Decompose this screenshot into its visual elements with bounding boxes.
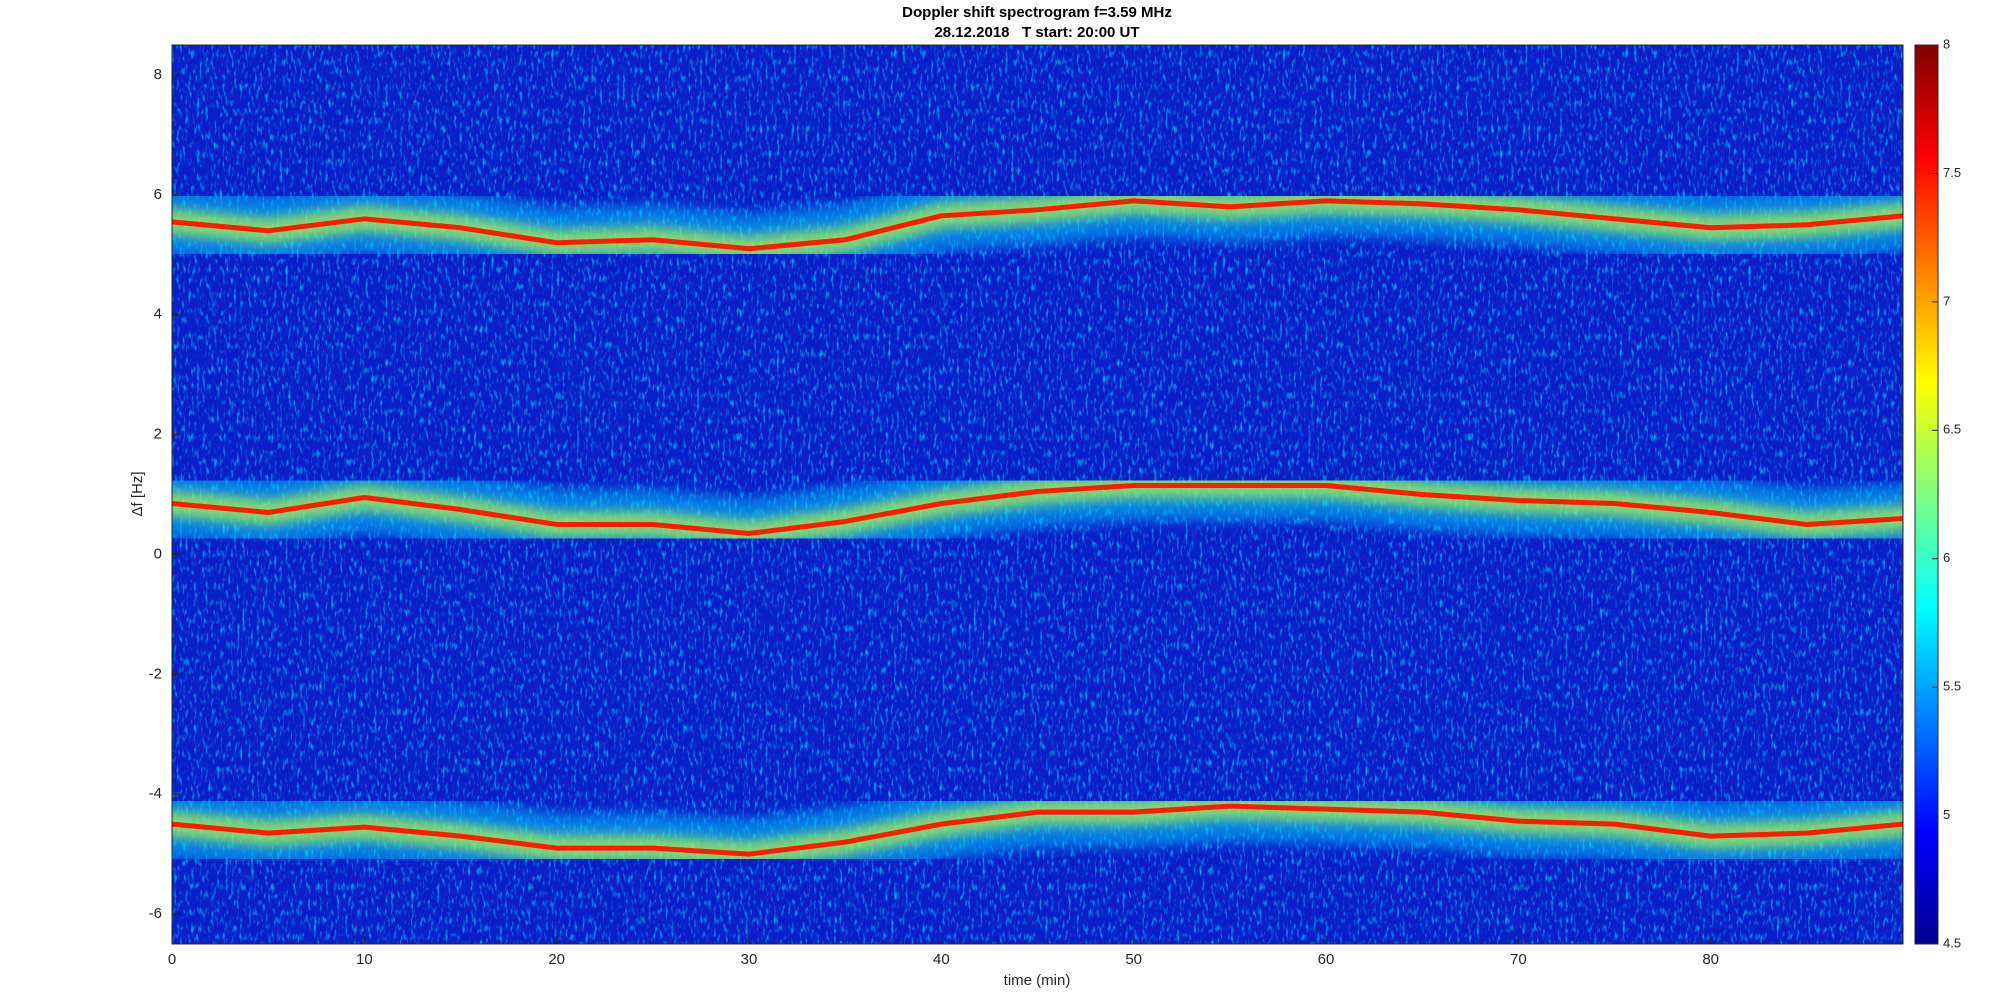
x-tick-label: 10 [356,951,373,968]
y-tick-label: 4 [154,306,162,323]
colorbar-tick-label: 6 [1943,550,1950,565]
colorbar-tick-label: 8 [1943,36,1950,51]
y-tick-label: -2 [149,665,162,682]
colorbar-tick-label: 5 [1943,807,1950,822]
y-tick-label: 0 [154,545,162,562]
band-core [172,483,1903,536]
x-tick-label: 60 [1318,951,1335,968]
colorbar-tick-label: 6.5 [1943,422,1961,437]
x-tick-label: 0 [168,951,176,968]
x-axis-label: time (min) [1004,972,1071,989]
y-tick-label: 8 [154,66,162,83]
y-tick-label: 2 [154,426,162,443]
colorbar [1914,44,1939,945]
y-axis-label: Δf [Hz] [129,471,146,516]
x-tick-label: 20 [548,951,565,968]
colorbar-tick-label: 4.5 [1943,935,1961,950]
band-core [172,198,1903,252]
chart-subtitle: 28.12.2018 T start: 20:00 UT [934,24,1139,41]
traces [172,165,1903,890]
y-tick-label: 6 [154,186,162,203]
chart-title: Doppler shift spectrogram f=3.59 MHz [902,4,1172,21]
colorbar-tick-label: 5.5 [1943,679,1961,694]
colorbar-tick-label: 7 [1943,293,1950,308]
x-tick-label: 50 [1125,951,1142,968]
x-tick-label: 80 [1702,951,1719,968]
band-core [172,803,1903,857]
x-tick-label: 40 [933,951,950,968]
plot-frame [171,44,1904,945]
y-tick-label: -4 [149,785,162,802]
x-tick-label: 30 [741,951,758,968]
y-tick-label: -6 [149,905,162,922]
colorbar-tick-label: 7.5 [1943,165,1961,180]
x-tick-label: 70 [1510,951,1527,968]
